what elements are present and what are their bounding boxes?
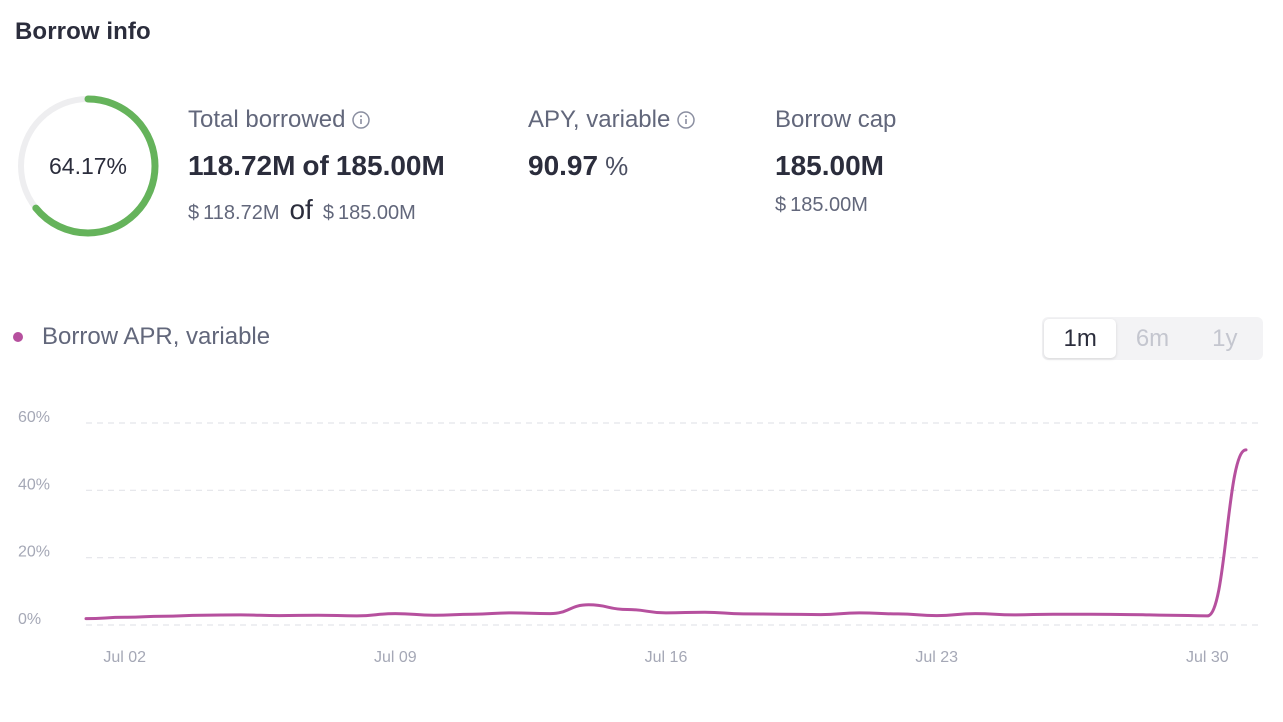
data-point <box>1088 611 1094 617</box>
data-point <box>315 612 321 618</box>
data-point <box>160 613 166 619</box>
data-point <box>740 611 746 617</box>
borrow-cap-usd-value: 185.00M <box>790 194 868 216</box>
y-tick-label: 0% <box>18 611 41 628</box>
apy-label-row: APY, variable <box>528 104 696 136</box>
x-tick-label: Jul 02 <box>103 649 146 666</box>
data-point <box>508 610 514 616</box>
usd-symbol: $ <box>322 202 334 224</box>
apy-stat: APY, variable 90.97 % <box>528 104 696 184</box>
y-tick-label: 40% <box>18 476 50 493</box>
apy-label: APY, variable <box>528 106 671 133</box>
total-borrowed-label-row: Total borrowed <box>188 104 445 136</box>
total-borrowed-usd-of: of <box>289 194 313 225</box>
data-point <box>122 614 128 620</box>
range-1m-button[interactable]: 1m <box>1044 319 1117 358</box>
data-point <box>238 612 244 618</box>
ring-progress <box>17 95 159 237</box>
data-point <box>702 609 708 615</box>
data-point <box>856 610 862 616</box>
data-point <box>818 612 824 618</box>
legend-dot <box>13 332 23 342</box>
borrow-cap-stat: Borrow cap 185.00M $ 185.00M <box>775 104 896 217</box>
info-icon[interactable] <box>677 111 696 129</box>
time-range-selector: 1m 6m 1y <box>1042 317 1263 360</box>
x-tick-label: Jul 30 <box>1186 649 1229 666</box>
section-title: Borrow info <box>15 18 151 45</box>
data-point <box>547 611 553 617</box>
data-point <box>199 612 205 618</box>
borrow-cap-label-row: Borrow cap <box>775 104 896 136</box>
total-borrowed-usd-cap: 185.00M <box>337 202 416 224</box>
info-icon[interactable] <box>352 111 371 129</box>
x-tick-label: Jul 09 <box>374 649 417 666</box>
data-point <box>663 610 669 616</box>
total-borrowed-amount: 118.72M <box>188 150 296 181</box>
data-point <box>972 611 978 617</box>
data-point <box>431 612 437 618</box>
range-6m-button[interactable]: 6m <box>1135 324 1170 352</box>
data-point <box>354 613 360 619</box>
range-1y-button[interactable]: 1y <box>1212 324 1238 352</box>
data-point <box>1011 612 1017 618</box>
data-point <box>276 613 282 619</box>
total-borrowed-usd: $ 118.72M of $ 185.00M <box>188 194 445 226</box>
data-point <box>934 613 940 619</box>
usd-symbol: $ <box>188 202 200 224</box>
total-borrowed-usd-amount: 118.72M <box>203 202 280 224</box>
total-borrowed-value: 118.72M of 185.00M <box>188 150 445 184</box>
utilization-ring: 64.17% <box>16 94 160 238</box>
data-point <box>392 611 398 617</box>
borrow-cap-value-row: 185.00M <box>775 150 896 184</box>
usd-symbol: $ <box>775 194 787 216</box>
data-point <box>895 611 901 617</box>
data-point <box>1204 613 1210 619</box>
data-point <box>470 611 476 617</box>
data-point <box>1166 612 1172 618</box>
chart-legend: Borrow APR, variable <box>13 323 270 351</box>
x-tick-label: Jul 16 <box>645 649 688 666</box>
borrow-cap-value: 185.00M <box>775 150 884 181</box>
x-tick-label: Jul 23 <box>915 649 958 666</box>
y-tick-label: 20% <box>18 544 50 561</box>
apy-value: 90.97 <box>528 150 599 181</box>
data-point <box>1243 447 1249 453</box>
data-point <box>624 607 630 613</box>
borrow-apr-chart: 0% 20% 40% 60% Jul 02 Jul 09 Jul 16 Jul 23 Jul 3… <box>18 409 1260 666</box>
utilization-percent: 64.17% <box>48 152 127 179</box>
apy-unit: % <box>605 151 629 181</box>
legend-label: Borrow APR, variable <box>42 323 271 350</box>
total-borrowed-stat: Total borrowed 118.72M of 185.00M $ 118.… <box>188 104 445 226</box>
data-point <box>779 611 785 617</box>
data-point <box>83 616 89 622</box>
total-borrowed-label: Total borrowed <box>188 106 346 133</box>
total-borrowed-of: of <box>302 150 329 181</box>
data-point <box>1127 612 1133 618</box>
apy-value-row: 90.97 % <box>528 150 695 184</box>
total-borrowed-cap: 185.00M <box>335 150 445 181</box>
borrow-cap-label: Borrow cap <box>775 106 897 133</box>
borrow-cap-usd: $ 185.00M <box>775 194 896 217</box>
series-line-borrow-apr <box>84 448 1248 621</box>
data-point <box>1050 611 1056 617</box>
y-tick-label: 60% <box>18 409 50 426</box>
utilization-ring-graphic <box>17 95 159 237</box>
data-point <box>586 602 592 608</box>
